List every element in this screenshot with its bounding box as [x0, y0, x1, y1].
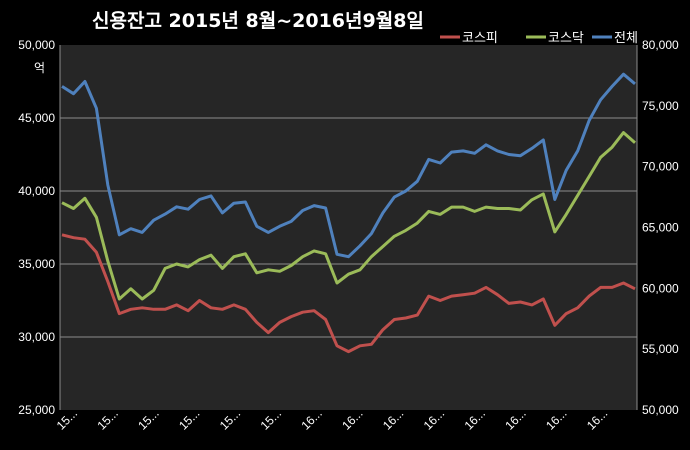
legend: 코스피 코스닥 전체 [440, 31, 638, 46]
x-ticks: 15... 15... 15... 15... 15... 15... 16... 16...… [54, 406, 611, 432]
x-tick-label: 16... [380, 406, 406, 432]
y-right-tick-label: 50,000 [642, 403, 679, 417]
y-left-ticks: 25,000 30,000 35,000 40,000 45,000 50,000 [18, 38, 55, 417]
x-tick-label: 16... [298, 406, 324, 432]
x-tick-label: 16... [339, 406, 365, 432]
series-lines [61, 72, 636, 354]
y-right-tick-label: 75,000 [642, 99, 679, 113]
y-right-ticks: 50,000 55,000 60,000 65,000 70,000 75,000 80,0… [642, 38, 679, 417]
series-line-전체 [61, 72, 636, 259]
y-left-tick-label: 45,000 [18, 111, 55, 125]
x-tick-label: 16... [462, 406, 488, 432]
chart-title: 신용잔고 2015년 8월~2016년9월8일 [92, 10, 424, 32]
y-left-unit: 억 [34, 61, 45, 75]
y-left-tick-label: 50,000 [18, 38, 55, 52]
y-left-tick-label: 25,000 [18, 403, 55, 417]
x-tick-label: 16... [584, 406, 610, 432]
legend-label: 코스피 [462, 31, 498, 46]
x-tick-label: 16... [421, 406, 447, 432]
legend-label: 코스닥 [548, 31, 584, 46]
legend-label: 전체 [614, 31, 638, 46]
x-tick-label: 15... [94, 406, 120, 432]
x-tick-label: 15... [135, 406, 161, 432]
gridlines [59, 45, 638, 410]
x-tick-label: 16... [543, 406, 569, 432]
y-right-tick-label: 80,000 [642, 38, 679, 52]
y-left-tick-label: 35,000 [18, 257, 55, 271]
x-tick-label: 16... [502, 406, 528, 432]
y-left-tick-label: 40,000 [18, 184, 55, 198]
x-tick-label: 15... [54, 406, 80, 432]
x-tick-label: 15... [258, 406, 284, 432]
y-right-tick-label: 65,000 [642, 221, 679, 235]
series-line-코스피 [61, 233, 636, 354]
plot-area [60, 45, 637, 410]
y-right-tick-label: 70,000 [642, 160, 679, 174]
x-tick-label: 15... [176, 406, 202, 432]
series-line-코스닥 [61, 131, 636, 301]
y-right-tick-label: 55,000 [642, 342, 679, 356]
y-left-tick-label: 30,000 [18, 330, 55, 344]
x-tick-label: 15... [217, 406, 243, 432]
y-right-tick-label: 60,000 [642, 281, 679, 295]
